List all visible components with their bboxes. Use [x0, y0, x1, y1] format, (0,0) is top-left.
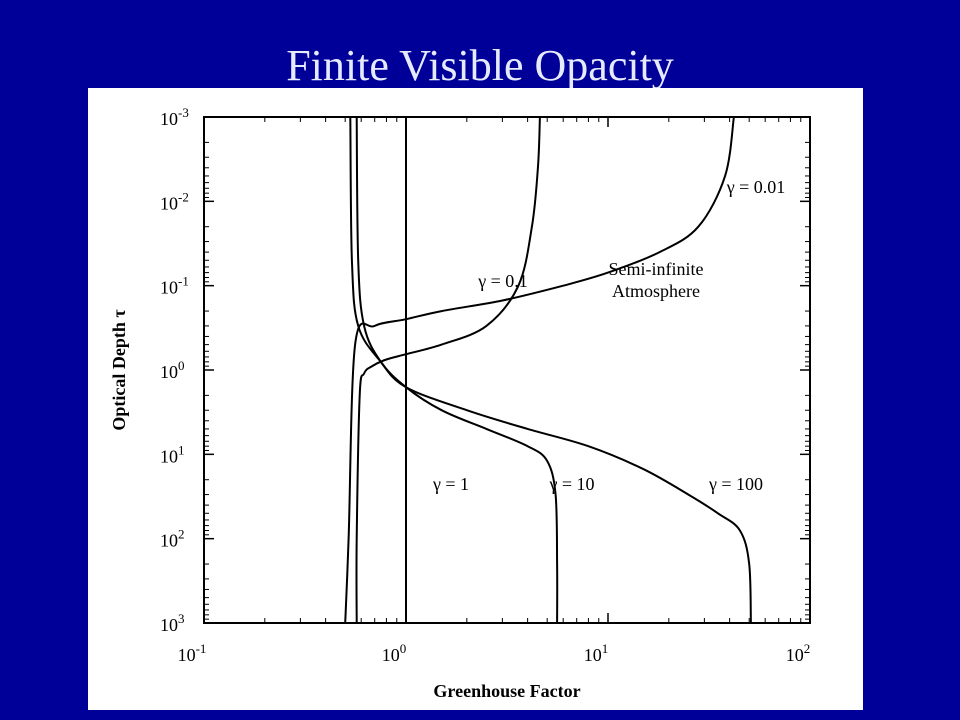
series-gamma-100-line [349, 116, 752, 624]
y-tick-label: 10-1 [160, 274, 189, 298]
series-gamma-0-01-line [344, 116, 735, 624]
series-label-gamma-1: γ = 1 [432, 474, 469, 494]
y-tick-label: 102 [160, 527, 185, 551]
y-tick-label: 10-2 [160, 189, 189, 213]
x-tick-label: 10-1 [178, 641, 207, 665]
x-tick-label: 102 [786, 641, 811, 665]
series-label-gamma-10: γ = 10 [548, 474, 594, 494]
series-gamma-0-1-line [355, 116, 541, 624]
series-label-gamma-0-01: γ = 0.01 [726, 177, 786, 197]
y-tick-label: 103 [160, 611, 185, 635]
series-gamma-10-line [355, 116, 559, 624]
annotation-line-1: Semi-infinite [609, 259, 704, 279]
x-tick-label: 101 [584, 641, 609, 665]
figure-panel: 10-1 100 101 102 10-3 10-2 10-1 100 101 102 103 γ … [88, 88, 863, 710]
y-tick-label: 10-3 [160, 105, 189, 129]
x-tick-label: 100 [382, 641, 407, 665]
y-axis-label: Optical Depth τ [109, 309, 129, 431]
series-label-gamma-0-1: γ = 0.1 [477, 271, 528, 291]
slide-title: Finite Visible Opacity [286, 41, 674, 90]
greenhouse-factor-chart: 10-1 100 101 102 10-3 10-2 10-1 100 101 102 103 γ … [109, 105, 811, 701]
y-tick-label: 100 [160, 358, 185, 382]
x-axis-label: Greenhouse Factor [433, 681, 580, 701]
annotation-line-2: Atmosphere [612, 281, 700, 301]
series-label-gamma-100: γ = 100 [708, 474, 763, 494]
y-tick-label: 101 [160, 442, 185, 466]
